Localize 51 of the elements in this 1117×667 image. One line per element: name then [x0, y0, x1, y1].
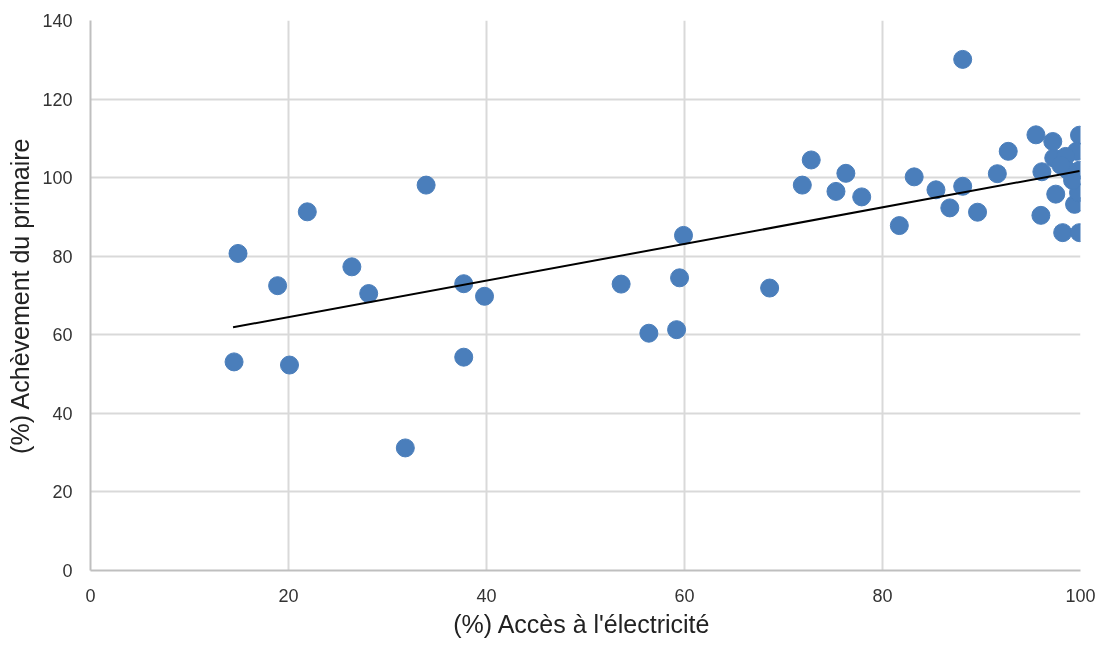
- point: [953, 49, 973, 69]
- point: [279, 355, 299, 375]
- point: [889, 216, 909, 236]
- y-tick-label: 60: [52, 325, 73, 346]
- point: [940, 198, 960, 218]
- point: [670, 268, 690, 288]
- y-tick-label: 100: [42, 168, 73, 189]
- x-tick-label: 80: [872, 585, 893, 606]
- point: [760, 278, 780, 298]
- x-tick-label: 20: [278, 585, 299, 606]
- y-tick-label: 80: [52, 246, 73, 267]
- point: [454, 347, 474, 367]
- point: [611, 274, 631, 294]
- y-tick-label: 140: [42, 11, 73, 31]
- x-axis-title: (%) Accès à l'électricité: [453, 609, 710, 638]
- point: [852, 187, 872, 207]
- y-tick-label: 120: [42, 89, 73, 110]
- point: [297, 202, 317, 222]
- point: [1053, 223, 1073, 243]
- point: [1026, 125, 1046, 145]
- point: [968, 202, 988, 222]
- point: [1046, 184, 1066, 204]
- point: [836, 163, 856, 183]
- point: [228, 243, 248, 263]
- point: [801, 150, 821, 170]
- point: [416, 175, 436, 195]
- x-tick-label: 60: [674, 585, 695, 606]
- point: [395, 438, 415, 458]
- point: [342, 257, 362, 277]
- point: [268, 276, 288, 296]
- y-axis-title: (%) Achèvement du primaire: [6, 138, 35, 454]
- point: [359, 284, 379, 304]
- point: [224, 352, 244, 372]
- point: [674, 225, 694, 245]
- point: [826, 181, 846, 201]
- x-tick-label: 0: [85, 585, 96, 606]
- point: [475, 286, 495, 306]
- point: [987, 164, 1007, 184]
- point: [667, 320, 687, 340]
- y-tick-label: 20: [52, 482, 73, 503]
- point: [792, 175, 812, 195]
- point: [926, 180, 946, 200]
- point: [1031, 205, 1051, 225]
- y-tick-label: 0: [62, 561, 73, 581]
- y-tick-label: 40: [52, 403, 73, 424]
- point: [998, 141, 1018, 161]
- x-tick-label: 100: [1065, 585, 1096, 606]
- point: [904, 167, 924, 187]
- point: [1043, 132, 1063, 151]
- point: [639, 323, 659, 343]
- x-tick-label: 40: [476, 585, 497, 606]
